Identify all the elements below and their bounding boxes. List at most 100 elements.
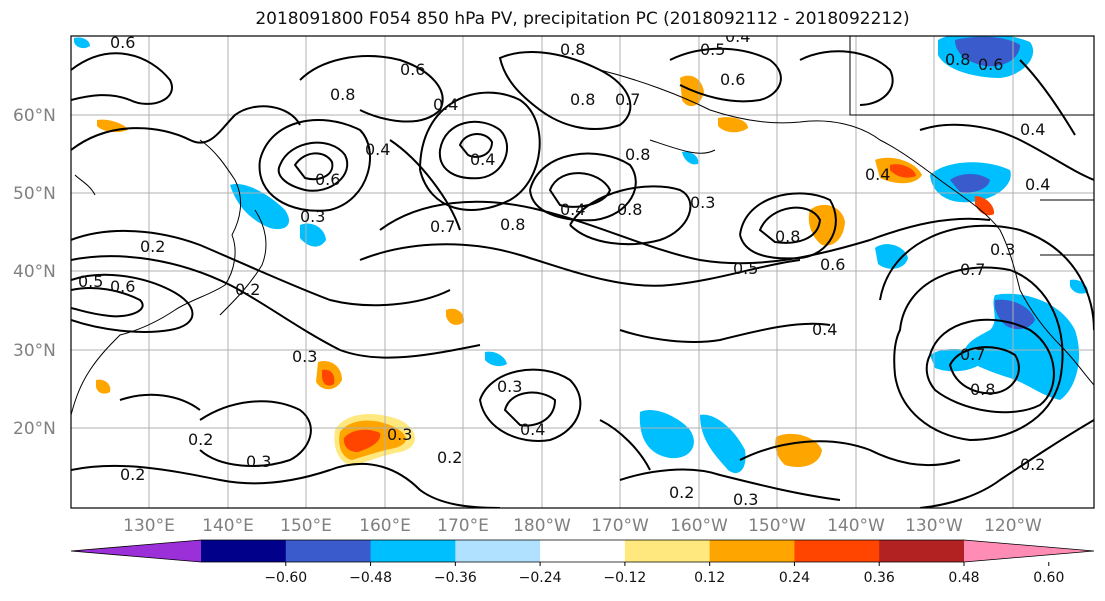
- contour-label: 0.7: [960, 260, 985, 279]
- contour-labels: 0.6 0.8 0.5 0.4 0.6 0.8 0.7 0.6 0.8 0.6 …: [78, 27, 1050, 509]
- contour-label: 0.6: [315, 170, 340, 189]
- contour-label: 0.2: [188, 430, 213, 449]
- precip-negative-region: [1070, 279, 1088, 294]
- contour-label: 0.6: [400, 60, 425, 79]
- precip-positive-region: [718, 117, 748, 133]
- contour-label: 0.8: [945, 50, 970, 69]
- contour-label: 0.5: [733, 259, 758, 278]
- colorbar-extend-min: [71, 540, 201, 562]
- precip-positive-region: [96, 379, 111, 394]
- contour-label: 0.3: [246, 452, 271, 471]
- precip-positive-region: [975, 196, 995, 216]
- latitude-labels: 60°N 50°N 40°N 30°N 20°N: [13, 106, 56, 439]
- contour-label: 0.8: [625, 145, 650, 164]
- contour-label: 0.4: [433, 95, 458, 114]
- colorbar-segment: [709, 540, 795, 562]
- precip-positive-region: [446, 308, 465, 325]
- precip-negative-region: [485, 351, 507, 367]
- contour-label: 0.4: [1025, 175, 1050, 194]
- colorbar-segment: [794, 540, 880, 562]
- map-title: 2018091800 F054 850 hPa PV, precipitatio…: [255, 9, 910, 29]
- colorbar-tick-label: 0.36: [864, 570, 895, 586]
- contour-label: 0.3: [690, 193, 715, 212]
- colorbar-tick-label: −0.48: [349, 570, 392, 586]
- lon-label: 120°W: [984, 516, 1042, 536]
- precip-negative-region: [682, 151, 699, 165]
- contour-label: 0.8: [775, 227, 800, 246]
- precip-negative-region: [230, 184, 290, 230]
- lat-label: 50°N: [13, 184, 56, 204]
- contour-label: 0.4: [812, 320, 837, 339]
- contour-label: 0.2: [437, 448, 462, 467]
- colorbar-extend-max: [964, 540, 1094, 562]
- colorbar-tick-label: −0.36: [434, 570, 477, 586]
- lon-label: 150°E: [280, 516, 332, 536]
- contour-label: 0.6: [110, 33, 135, 52]
- lon-label: 170°E: [437, 516, 489, 536]
- colorbar-outline: [70, 539, 1095, 563]
- colorbar-segment: [370, 540, 456, 562]
- colorbar-tick-label: 0.24: [779, 570, 810, 586]
- contour-label: 0.6: [820, 255, 845, 274]
- precip-positive-region: [343, 429, 381, 452]
- contour-label: 0.3: [300, 207, 325, 226]
- contour-label: 0.2: [140, 237, 165, 256]
- pv-contours: [71, 47, 1094, 508]
- colorbar-tick-label: −0.60: [264, 570, 307, 586]
- contour-label: 0.4: [560, 200, 585, 219]
- contour-label: 0.7: [960, 345, 985, 364]
- colorbar-tick-label: −0.12: [603, 570, 646, 586]
- precip-positive-region: [322, 369, 335, 386]
- contour-label: 0.6: [978, 55, 1003, 74]
- contour-label: 0.6: [720, 70, 745, 89]
- map-border: [70, 35, 1095, 509]
- colorbar-segment: [455, 540, 541, 562]
- precip-negative-region: [700, 414, 746, 474]
- contour-label: 0.8: [617, 200, 642, 219]
- contour-label: 0.8: [330, 85, 355, 104]
- contour-label: 0.3: [387, 425, 412, 444]
- contour-label: 0.7: [615, 90, 640, 109]
- contour-label: 0.4: [470, 150, 495, 169]
- colorbar-segment: [624, 540, 711, 562]
- lon-label: 170°W: [591, 516, 649, 536]
- lat-label: 20°N: [13, 419, 56, 439]
- contour-label: 0.4: [865, 165, 890, 184]
- contour-label: 0.5: [78, 272, 103, 291]
- precip-negative-region: [950, 174, 990, 193]
- contour-label: 0.4: [725, 27, 750, 46]
- contour-label: 0.3: [990, 240, 1015, 259]
- contour-label: 0.3: [497, 377, 522, 396]
- precip-negative-region: [875, 244, 908, 269]
- contour-label: 0.4: [1020, 120, 1045, 139]
- coastlines: [71, 36, 1094, 416]
- lon-label: 160°W: [670, 516, 728, 536]
- contour-label: 0.6: [110, 277, 135, 296]
- lon-label: 130°E: [123, 516, 175, 536]
- lat-label: 60°N: [13, 106, 56, 126]
- contour-label: 0.3: [733, 490, 758, 509]
- colorbar-tick-label: 0.12: [694, 570, 725, 586]
- lat-label: 40°N: [13, 262, 56, 282]
- precip-negative-region: [639, 410, 694, 459]
- precip-negative-region: [964, 293, 1080, 400]
- precip-positive-region: [890, 164, 916, 178]
- contour-label: 0.8: [570, 90, 595, 109]
- colorbar-segment: [879, 540, 965, 562]
- contour-label: 0.4: [520, 420, 545, 439]
- contour-label: 0.2: [120, 465, 145, 484]
- colorbar-tick-label: 0.60: [1033, 570, 1064, 586]
- contour-label: 0.8: [560, 40, 585, 59]
- contour-label: 0.2: [669, 483, 694, 502]
- contour-label: 0.2: [235, 280, 260, 299]
- colorbar-tick-label: 0.48: [948, 570, 979, 586]
- colorbar-tick-label: −0.24: [519, 570, 562, 586]
- lon-label: 140°E: [202, 516, 254, 536]
- contour-label: 0.8: [500, 215, 525, 234]
- lon-label: 130°W: [905, 516, 963, 536]
- lon-label: 140°W: [827, 516, 885, 536]
- contour-label: 0.4: [365, 140, 390, 159]
- contour-label: 0.3: [292, 347, 317, 366]
- precip-negative-region: [930, 348, 985, 372]
